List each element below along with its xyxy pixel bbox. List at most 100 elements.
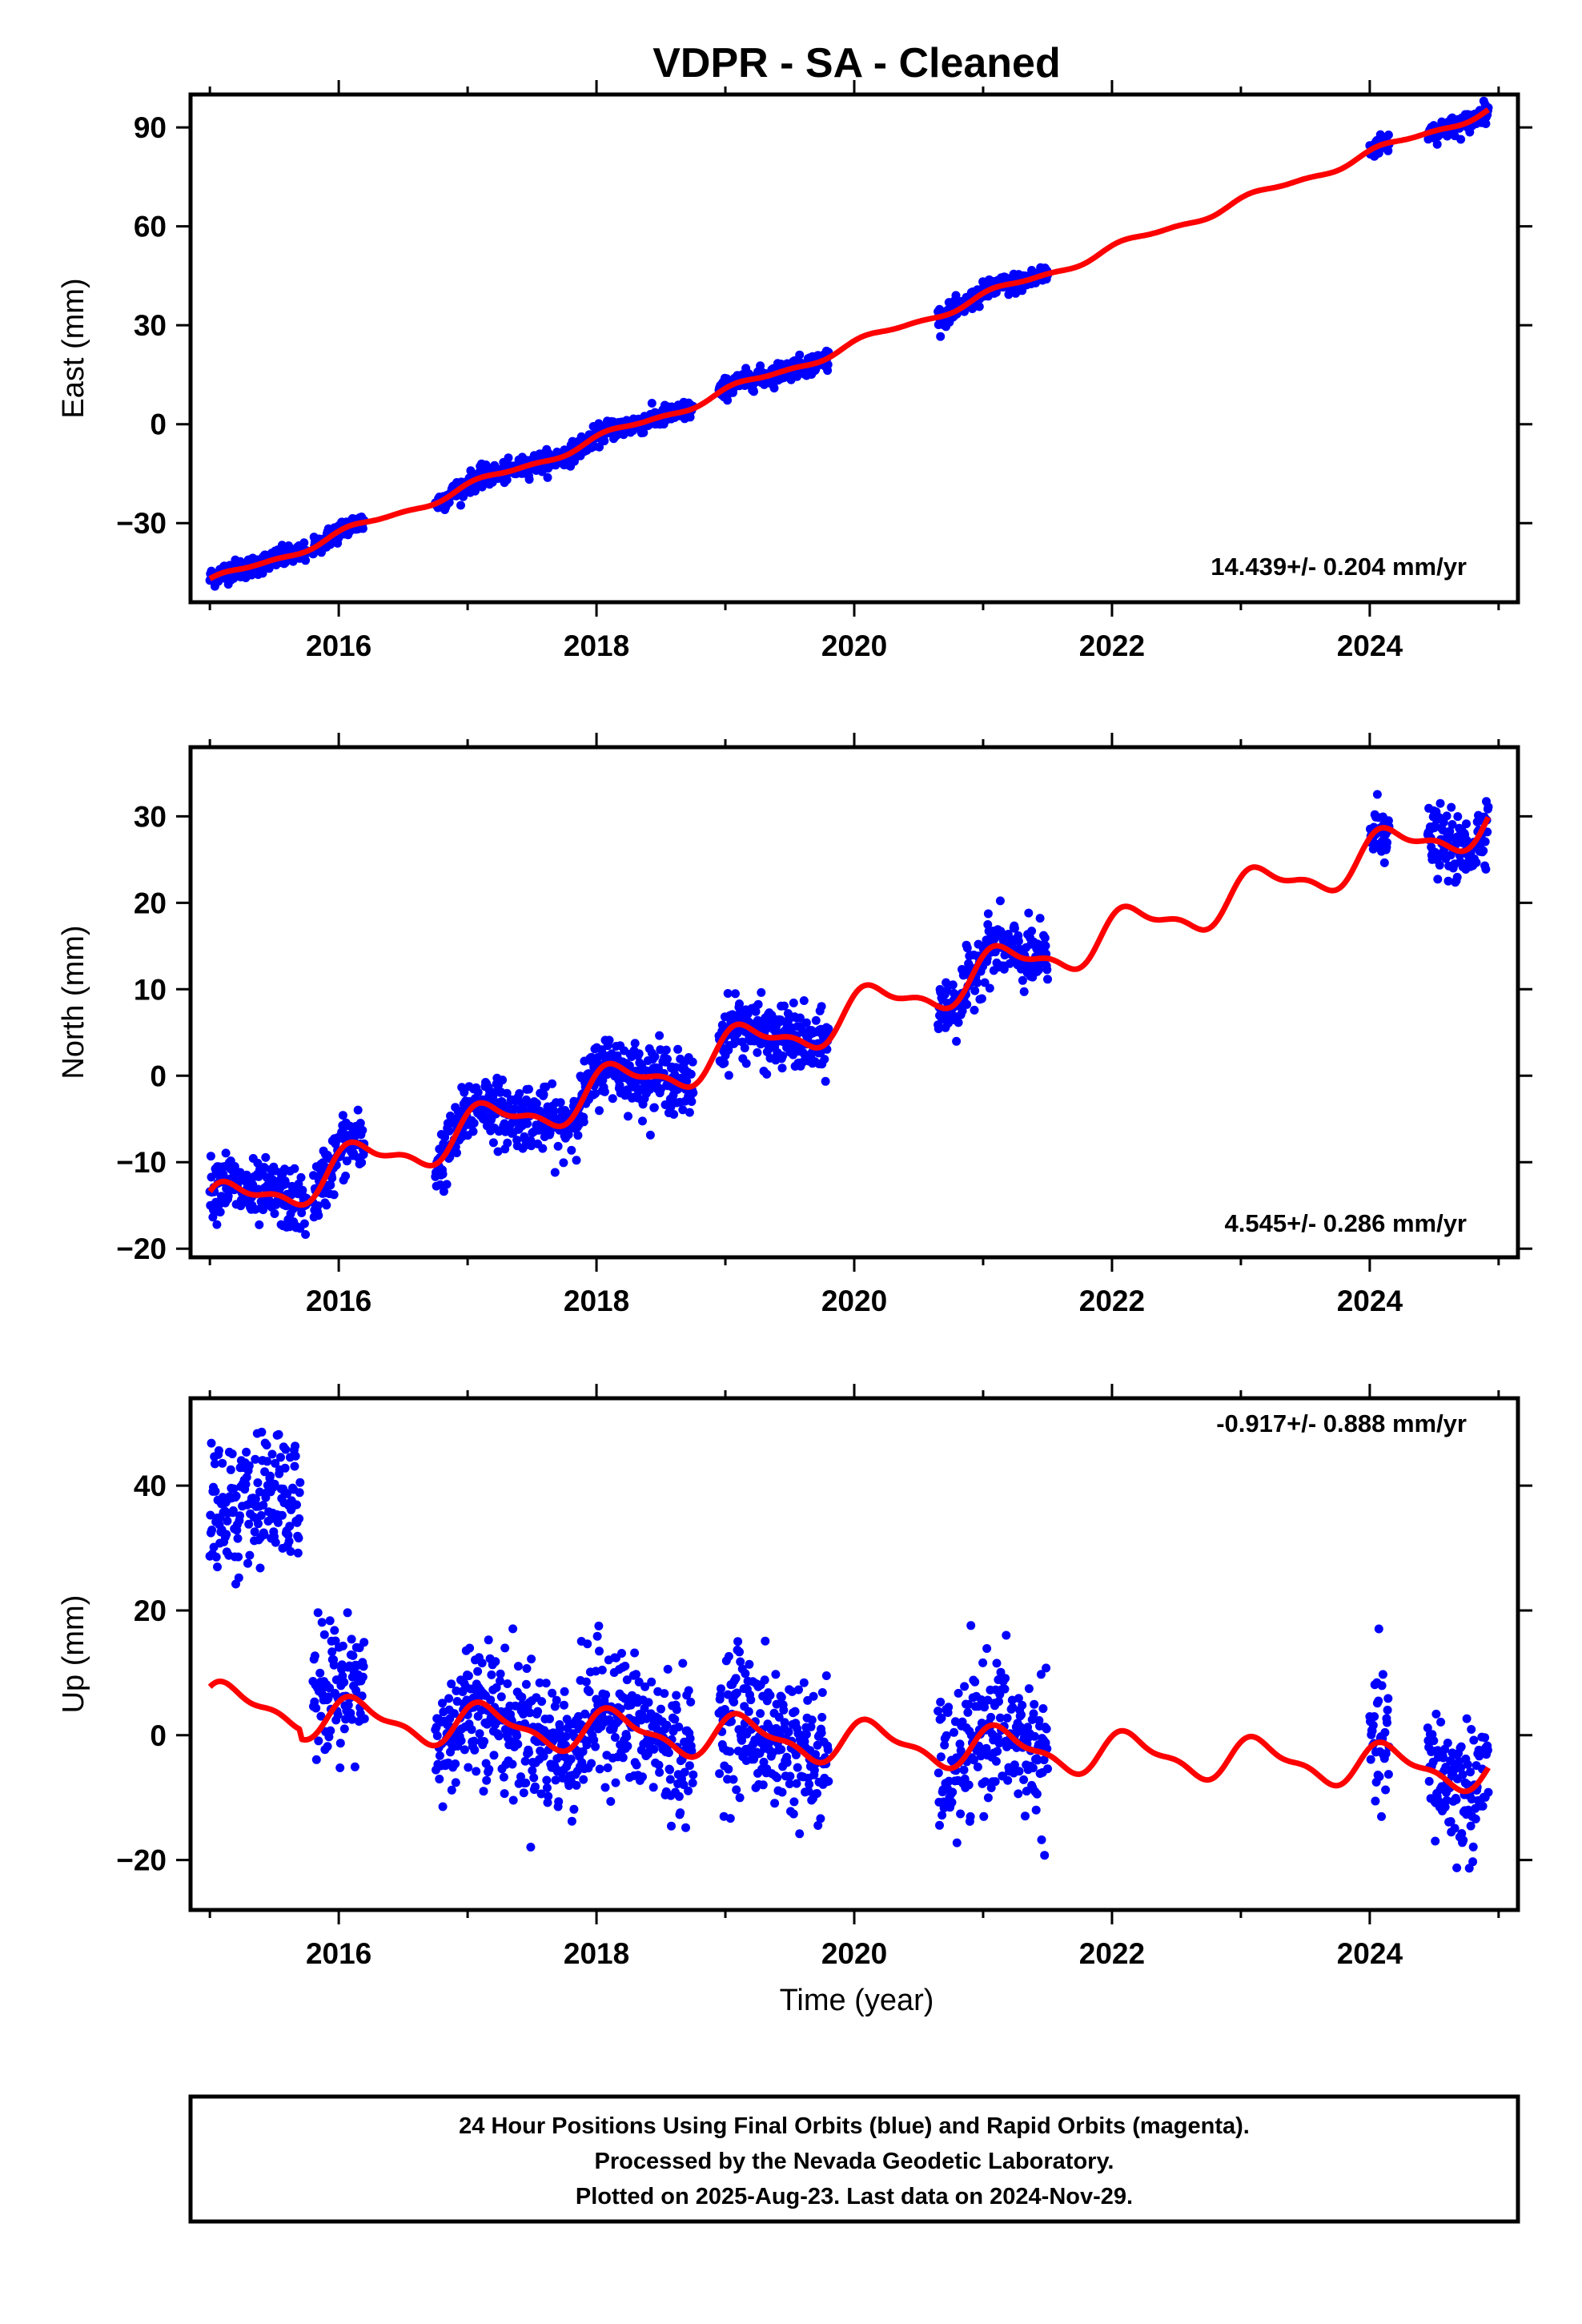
footer-box: [188, 2094, 1520, 2224]
data-point: [665, 1765, 675, 1775]
data-point: [569, 1096, 579, 1106]
data-point: [233, 1534, 243, 1543]
data-point: [740, 1043, 749, 1053]
data-point: [347, 1634, 356, 1644]
data-point: [439, 1187, 448, 1196]
data-point: [1450, 1823, 1460, 1833]
data-point: [1443, 876, 1453, 886]
data-point: [977, 994, 986, 1003]
data-point: [480, 1737, 489, 1746]
model-fit-line: [207, 1679, 1491, 1795]
data-point: [723, 1690, 733, 1699]
data-point: [496, 1692, 506, 1702]
data-point: [1004, 290, 1014, 300]
data-point: [689, 1088, 698, 1098]
data-point: [211, 1552, 221, 1562]
data-point: [942, 978, 951, 987]
data-point: [350, 1762, 359, 1771]
data-point: [532, 1099, 541, 1108]
data-point: [251, 1454, 260, 1464]
data-point: [527, 1655, 536, 1664]
data-point: [735, 1647, 744, 1657]
rate-label: 14.439+/- 0.204 mm/yr: [1211, 553, 1467, 581]
data-point: [756, 1709, 765, 1719]
y-tick-label: 40: [134, 1470, 167, 1502]
data-point: [548, 1079, 557, 1088]
data-point: [572, 1780, 581, 1790]
data-point: [521, 1679, 531, 1689]
data-point: [1036, 1670, 1046, 1679]
data-point: [581, 1677, 591, 1687]
data-point: [638, 1116, 647, 1126]
data-point: [1458, 1770, 1468, 1779]
data-point: [1459, 1835, 1468, 1845]
data-point: [744, 1707, 753, 1716]
data-point: [1001, 1674, 1010, 1683]
data-point: [792, 1779, 801, 1788]
data-point: [1480, 1733, 1490, 1743]
y-axis-label: North (mm): [57, 925, 90, 1079]
data-point: [508, 1795, 518, 1805]
data-point: [326, 1726, 335, 1735]
data-point: [821, 1076, 830, 1086]
data-point: [733, 1637, 743, 1647]
data-point: [348, 1651, 358, 1660]
data-point: [587, 1759, 596, 1768]
data-point: [773, 1773, 782, 1783]
data-point: [944, 1703, 954, 1712]
data-point: [1484, 802, 1493, 812]
data-point: [517, 1692, 527, 1702]
data-point: [357, 1158, 367, 1168]
data-point: [806, 1722, 816, 1731]
data-point: [262, 1441, 271, 1449]
data-point: [231, 1491, 241, 1501]
data-point: [358, 1125, 367, 1135]
data-point: [325, 1616, 335, 1626]
data-point: [535, 1678, 544, 1687]
data-point: [299, 538, 309, 548]
data-point: [456, 1736, 466, 1746]
data-point: [991, 1756, 1001, 1766]
data-point: [1435, 798, 1445, 808]
data-point: [229, 1484, 239, 1494]
data-point: [301, 556, 311, 565]
data-point: [353, 1105, 363, 1115]
data-point: [314, 1211, 323, 1220]
data-point: [329, 1660, 339, 1670]
data-point: [277, 1510, 287, 1520]
data-point: [785, 1779, 794, 1788]
data-point: [1014, 1767, 1024, 1776]
data-point: [632, 1760, 641, 1770]
data-point: [479, 1787, 488, 1796]
data-point: [338, 1111, 347, 1120]
y-tick-label: −30: [116, 507, 167, 540]
data-point: [314, 1736, 323, 1746]
data-point: [341, 1172, 351, 1180]
data-point: [817, 1002, 826, 1011]
data-point: [338, 1641, 347, 1651]
data-point: [654, 1760, 664, 1770]
data-point: [999, 964, 1009, 974]
data-point: [456, 501, 465, 510]
data-point: [259, 1202, 268, 1212]
data-point: [777, 1063, 787, 1073]
data-point: [938, 1811, 947, 1820]
data-point: [777, 1787, 787, 1797]
data-point: [689, 1770, 698, 1779]
x-tick-label: 2022: [1079, 629, 1145, 662]
data-point: [545, 1714, 554, 1723]
x-tick-label: 2024: [1337, 629, 1403, 662]
data-point: [966, 1811, 975, 1821]
data-point: [1457, 1829, 1467, 1838]
data-point: [1466, 1821, 1476, 1831]
data-point: [432, 1731, 442, 1740]
data-point: [343, 1700, 353, 1710]
data-point: [661, 1045, 671, 1055]
data-point: [538, 1144, 548, 1153]
data-point: [529, 1773, 539, 1783]
data-point: [257, 1427, 267, 1437]
data-point: [715, 1769, 725, 1779]
data-point: [235, 1511, 244, 1521]
data-point: [955, 1739, 965, 1749]
data-point: [525, 1708, 535, 1718]
